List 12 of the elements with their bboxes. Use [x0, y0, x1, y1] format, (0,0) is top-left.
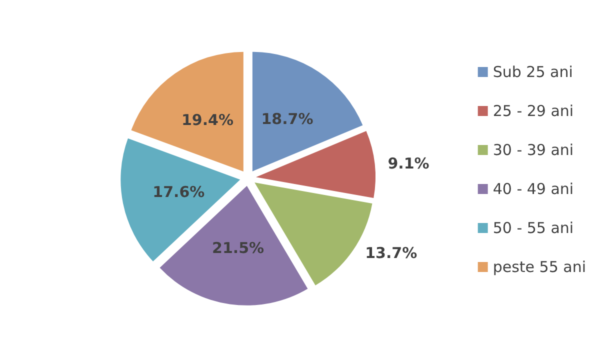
data-label: 9.1%: [388, 154, 430, 173]
data-label: 13.7%: [365, 244, 418, 262]
legend-label: 25 - 29 ani: [492, 102, 574, 120]
data-label: 19.4%: [181, 110, 234, 129]
legend-label: 30 - 39 ani: [492, 141, 574, 159]
data-label: 18.7%: [261, 110, 314, 128]
legend-label: 50 - 55 ani: [492, 219, 574, 237]
legend-label: peste 55 ani: [492, 258, 586, 276]
legend-label: Sub 25 ani: [492, 63, 573, 81]
legend-label: 40 - 49 ani: [492, 180, 574, 198]
data-label: 17.6%: [152, 183, 205, 202]
data-label: 21.5%: [212, 239, 264, 258]
